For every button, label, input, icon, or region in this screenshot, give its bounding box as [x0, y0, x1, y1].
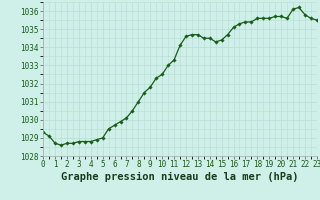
X-axis label: Graphe pression niveau de la mer (hPa): Graphe pression niveau de la mer (hPa) [61, 172, 299, 182]
